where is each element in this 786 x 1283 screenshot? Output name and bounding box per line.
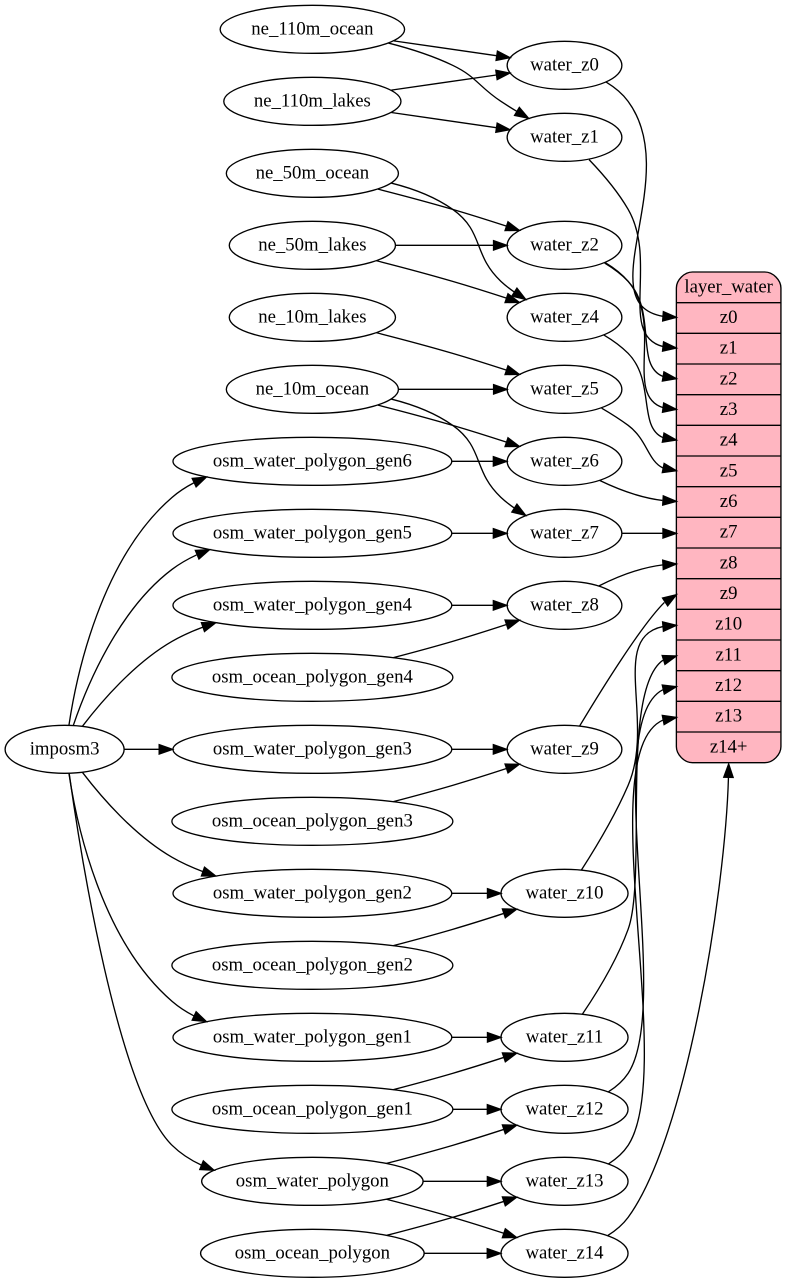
svg-text:water_z7: water_z7 [530,522,599,543]
svg-text:ne_10m_ocean: ne_10m_ocean [256,378,370,399]
svg-text:osm_ocean_polygon_gen1: osm_ocean_polygon_gen1 [212,1098,413,1119]
svg-text:z12: z12 [715,675,742,696]
svg-text:osm_water_polygon_gen2: osm_water_polygon_gen2 [213,882,412,903]
svg-text:water_z10: water_z10 [525,882,603,903]
svg-text:osm_water_polygon_gen5: osm_water_polygon_gen5 [213,522,412,543]
svg-text:water_z4: water_z4 [530,306,599,327]
svg-text:osm_water_polygon_gen3: osm_water_polygon_gen3 [213,738,412,759]
svg-text:water_z6: water_z6 [530,450,599,471]
svg-text:z7: z7 [720,522,738,543]
svg-text:z10: z10 [715,614,742,635]
svg-text:z8: z8 [720,552,738,573]
svg-text:water_z8: water_z8 [530,594,599,615]
svg-text:z13: z13 [715,706,742,727]
svg-text:z3: z3 [720,399,738,420]
svg-text:ne_110m_lakes: ne_110m_lakes [254,90,371,111]
svg-text:layer_water: layer_water [684,276,773,297]
svg-text:z4: z4 [720,430,738,451]
svg-text:ne_10m_lakes: ne_10m_lakes [258,306,366,327]
svg-text:z11: z11 [715,644,741,665]
svg-text:z14+: z14+ [710,736,748,757]
svg-text:water_z9: water_z9 [530,738,599,759]
svg-text:ne_110m_ocean: ne_110m_ocean [251,18,374,39]
svg-text:ne_50m_lakes: ne_50m_lakes [258,234,366,255]
svg-text:osm_water_polygon: osm_water_polygon [236,1170,390,1191]
svg-text:osm_water_polygon_gen1: osm_water_polygon_gen1 [213,1026,412,1047]
svg-text:osm_water_polygon_gen6: osm_water_polygon_gen6 [213,450,412,471]
svg-text:z0: z0 [720,307,738,328]
svg-text:water_z14: water_z14 [525,1242,604,1263]
svg-text:osm_ocean_polygon_gen4: osm_ocean_polygon_gen4 [212,666,414,687]
svg-text:imposm3: imposm3 [30,738,100,759]
svg-text:z5: z5 [720,460,738,481]
svg-text:z9: z9 [720,583,738,604]
svg-text:osm_water_polygon_gen4: osm_water_polygon_gen4 [213,594,413,615]
svg-text:water_z12: water_z12 [525,1098,603,1119]
svg-text:osm_ocean_polygon_gen3: osm_ocean_polygon_gen3 [212,810,413,831]
svg-text:water_z0: water_z0 [530,54,599,75]
svg-text:water_z11: water_z11 [526,1026,603,1047]
svg-text:water_z1: water_z1 [530,126,599,147]
svg-text:z2: z2 [720,368,738,389]
svg-text:water_z5: water_z5 [530,378,599,399]
svg-text:water_z13: water_z13 [525,1170,603,1191]
svg-text:osm_ocean_polygon_gen2: osm_ocean_polygon_gen2 [212,954,413,975]
svg-text:ne_50m_ocean: ne_50m_ocean [256,162,370,183]
svg-text:z1: z1 [720,338,738,359]
svg-text:water_z2: water_z2 [530,234,599,255]
svg-text:z6: z6 [720,491,738,512]
svg-text:osm_ocean_polygon: osm_ocean_polygon [235,1242,391,1263]
